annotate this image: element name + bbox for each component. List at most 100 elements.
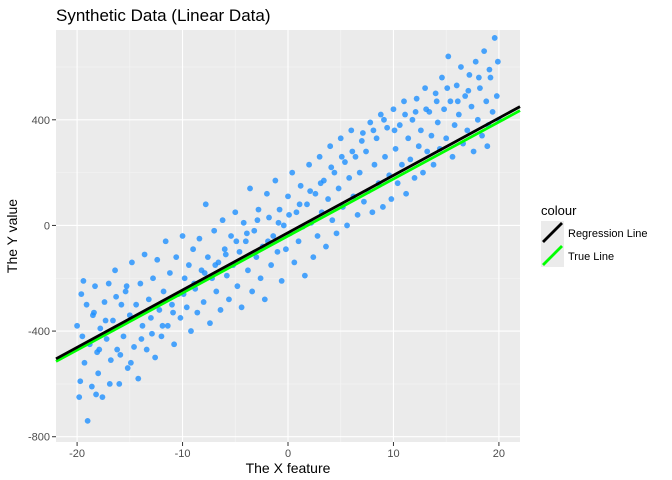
data-point	[143, 346, 150, 353]
data-point	[91, 309, 97, 316]
data-point	[382, 153, 388, 160]
data-point	[78, 291, 85, 298]
data-point	[266, 214, 272, 221]
data-point	[304, 201, 310, 208]
data-point	[370, 127, 377, 134]
data-point	[139, 322, 146, 329]
data-point	[158, 333, 165, 340]
data-point	[97, 325, 104, 332]
x-tick-label: -10	[175, 448, 191, 460]
data-point	[392, 145, 399, 152]
data-point	[236, 248, 243, 255]
data-point	[462, 93, 469, 99]
data-point	[170, 309, 176, 316]
data-point	[371, 161, 378, 168]
data-point	[92, 283, 98, 290]
data-point	[329, 217, 336, 224]
data-point	[95, 370, 102, 377]
data-point	[432, 90, 439, 97]
data-point	[481, 48, 488, 55]
legend-title: colour	[541, 203, 577, 218]
y-tick-label: 0	[44, 220, 50, 232]
data-point	[420, 169, 426, 176]
data-point	[138, 336, 145, 342]
data-point	[81, 359, 88, 366]
data-point	[390, 106, 397, 113]
data-point	[475, 74, 482, 81]
data-point	[276, 206, 283, 213]
data-point	[447, 98, 454, 105]
x-tick-label: 0	[285, 448, 291, 460]
data-point	[112, 267, 118, 274]
data-point	[264, 190, 270, 197]
data-point	[221, 246, 228, 253]
y-axis-title: The Y value	[4, 199, 20, 273]
data-point	[428, 132, 435, 139]
data-point	[226, 296, 232, 303]
data-point	[181, 275, 188, 282]
x-tick-label: 20	[493, 448, 505, 460]
data-point	[331, 169, 338, 176]
data-point	[314, 233, 321, 239]
data-point	[335, 185, 342, 192]
data-point	[354, 211, 361, 218]
data-point	[417, 127, 424, 134]
data-point	[211, 227, 218, 234]
data-point	[306, 161, 312, 168]
data-point	[337, 135, 344, 142]
y-tick-label: -800	[28, 432, 50, 444]
data-point	[96, 346, 103, 353]
data-point	[384, 124, 391, 131]
x-tick-label: -20	[69, 448, 85, 460]
data-point	[200, 299, 207, 305]
data-point	[377, 111, 384, 118]
data-point	[129, 259, 135, 266]
data-point	[301, 272, 308, 279]
data-point	[317, 180, 324, 187]
data-point	[238, 304, 245, 311]
data-point	[394, 180, 401, 187]
data-point	[233, 238, 240, 245]
data-point	[127, 359, 134, 366]
data-point	[114, 346, 121, 353]
data-point	[190, 246, 196, 253]
regression-line	[55, 105, 521, 361]
data-point	[173, 254, 180, 261]
data-point	[204, 254, 211, 261]
data-point	[444, 85, 451, 92]
data-point	[79, 333, 86, 340]
true-line	[55, 109, 521, 363]
data-point	[486, 66, 493, 73]
data-point	[201, 270, 208, 276]
data-point	[348, 127, 355, 134]
data-point	[116, 380, 123, 387]
data-point	[465, 87, 472, 94]
data-point	[120, 333, 127, 340]
data-point	[325, 196, 331, 202]
data-point	[137, 280, 144, 287]
data-point	[83, 301, 90, 308]
data-point	[254, 217, 261, 224]
data-point	[123, 283, 130, 290]
data-point	[280, 222, 287, 229]
data-point	[113, 293, 120, 300]
legend-key-line	[542, 222, 563, 243]
data-point	[391, 127, 398, 134]
data-point	[494, 58, 501, 65]
data-point	[278, 277, 285, 284]
data-point	[458, 64, 464, 70]
data-point	[117, 351, 124, 358]
data-point	[310, 254, 317, 261]
data-point	[84, 417, 91, 424]
data-point	[407, 156, 414, 163]
data-point	[359, 130, 366, 136]
data-point	[240, 219, 247, 226]
data-point	[141, 251, 148, 258]
data-point	[88, 383, 95, 390]
data-point	[102, 317, 109, 324]
data-point	[76, 394, 83, 401]
data-point	[101, 299, 108, 305]
data-point	[106, 380, 113, 387]
data-point	[133, 301, 140, 308]
